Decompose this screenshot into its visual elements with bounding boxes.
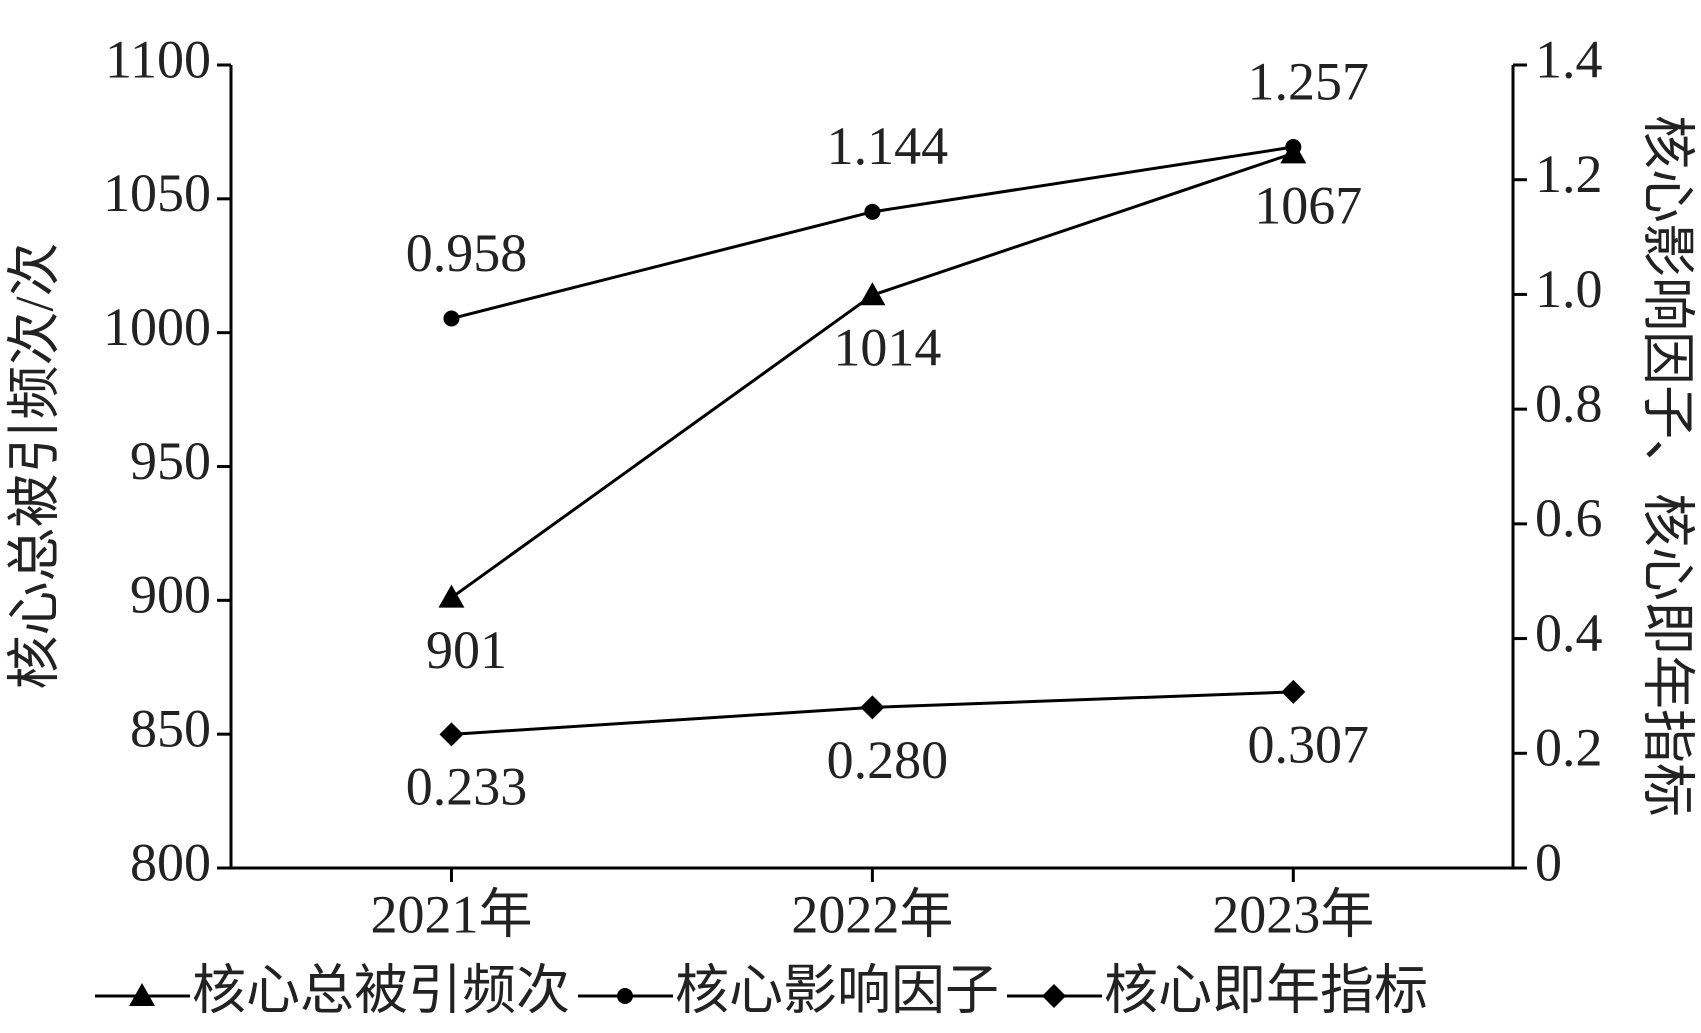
y2-tick-label: 0.6 <box>1535 488 1603 548</box>
data-label: 0.280 <box>827 730 949 790</box>
marker-triangle <box>859 282 886 306</box>
legend-label: 核心影响因子 <box>675 960 999 1020</box>
legend-label: 核心即年指标 <box>1104 960 1428 1020</box>
y-tick-label: 900 <box>130 565 211 625</box>
y-tick-label: 850 <box>130 699 211 759</box>
y-tick-label: 1100 <box>105 29 211 89</box>
x-tick-label: 2021年 <box>370 884 532 944</box>
data-label: 0.307 <box>1248 714 1370 774</box>
marker-triangle <box>129 983 155 1006</box>
y-tick-label: 1050 <box>103 163 211 223</box>
x-tick-label: 2022年 <box>791 884 953 944</box>
y2-tick-label: 1.0 <box>1535 259 1603 319</box>
marker-circle <box>443 310 460 327</box>
y-axis-title: 核心总被引频次/次 <box>4 242 64 689</box>
y-tick-label: 950 <box>130 431 211 491</box>
data-label: 0.958 <box>406 223 528 283</box>
marker-diamond <box>1042 984 1066 1008</box>
data-label: 1.257 <box>1248 51 1370 111</box>
marker-triangle <box>438 584 465 608</box>
data-label: 1067 <box>1254 176 1362 236</box>
y-tick-label: 800 <box>130 832 211 892</box>
y2-tick-label: 0.4 <box>1535 603 1603 663</box>
marker-circle <box>864 203 881 220</box>
marker-circle <box>617 988 633 1004</box>
data-label: 1.144 <box>827 116 949 176</box>
y2-tick-label: 1.2 <box>1535 144 1603 204</box>
marker-diamond <box>439 722 464 747</box>
data-label: 901 <box>426 620 507 680</box>
y2-tick-label: 0.2 <box>1535 718 1603 778</box>
data-label: 0.233 <box>406 757 528 817</box>
y2-tick-label: 0.8 <box>1535 374 1603 434</box>
legend-label: 核心总被引频次 <box>192 960 570 1020</box>
y-tick-label: 1000 <box>103 297 211 357</box>
marker-diamond <box>860 695 885 720</box>
y2-axis-title: 核心影响因子、核心即年指标 <box>1638 115 1698 817</box>
marker-diamond <box>1281 679 1306 704</box>
data-label: 1014 <box>833 318 941 378</box>
x-tick-label: 2023年 <box>1212 884 1374 944</box>
marker-circle <box>1285 139 1302 156</box>
y2-tick-label: 0 <box>1535 832 1562 892</box>
y2-tick-label: 1.4 <box>1535 29 1603 89</box>
